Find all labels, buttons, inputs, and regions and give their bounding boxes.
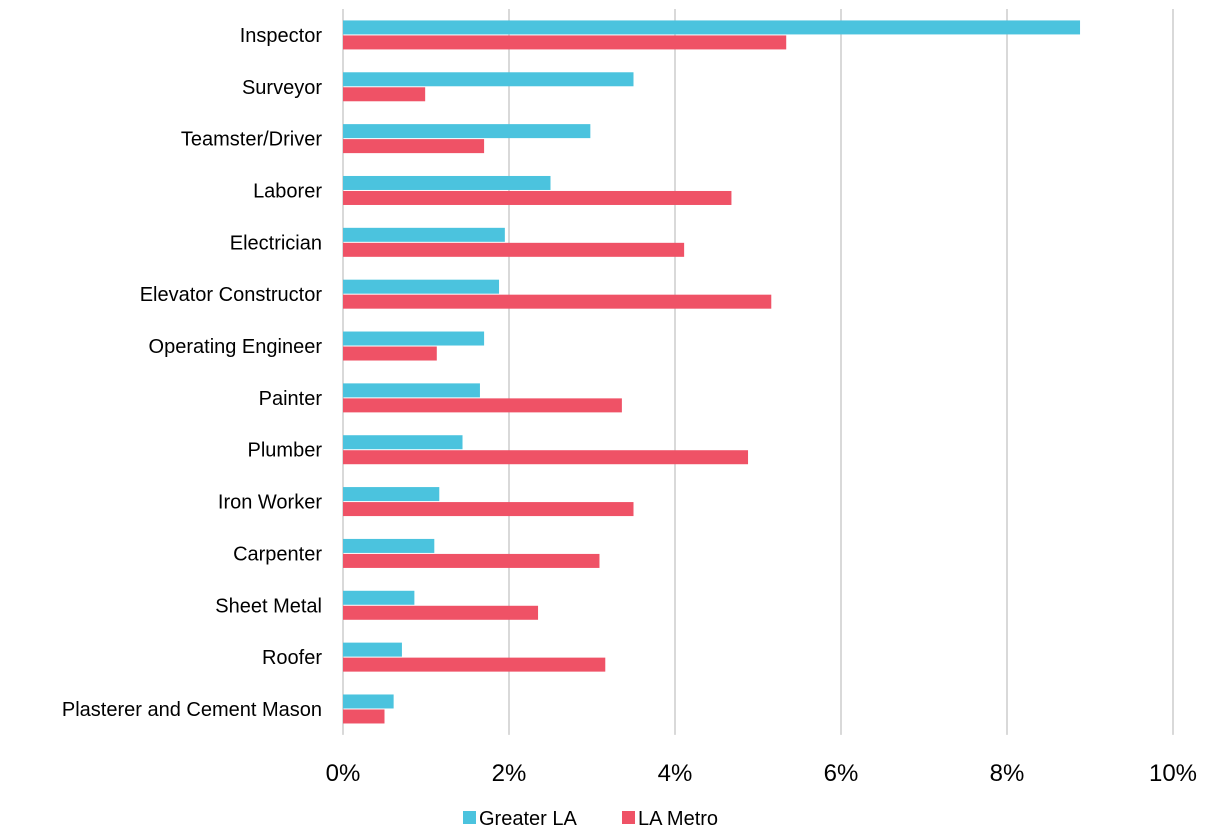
category-label: Inspector <box>240 25 323 47</box>
category-label: Plumber <box>248 440 323 462</box>
bar-la-metro <box>343 553 600 568</box>
bar-greater-la <box>343 72 634 87</box>
bar-greater-la <box>343 383 480 398</box>
category-label: Sheet Metal <box>215 595 322 617</box>
category-labels: Inspector Surveyor Teamster/Driver Laborer E… <box>62 25 322 721</box>
x-tick-label: 0% <box>326 760 361 787</box>
bar-greater-la <box>343 435 463 450</box>
x-tick-label: 10% <box>1149 760 1197 787</box>
x-tick-label: 2% <box>492 760 527 787</box>
category-label: Laborer <box>253 180 322 202</box>
bar-la-metro <box>343 346 437 361</box>
bars <box>343 20 1081 724</box>
category-label: Roofer <box>262 647 322 669</box>
legend-swatch <box>463 811 476 824</box>
bar-la-metro <box>343 398 622 413</box>
bar-la-metro <box>343 139 485 154</box>
bar-la-metro <box>343 450 749 465</box>
gridlines <box>342 9 1174 735</box>
category-label: Elevator Constructor <box>140 284 323 306</box>
category-label: Carpenter <box>233 543 322 565</box>
x-tick-label: 6% <box>824 760 859 787</box>
bar-greater-la <box>343 124 591 139</box>
bar-greater-la <box>343 642 402 657</box>
category-label: Teamster/Driver <box>181 129 322 151</box>
bar-greater-la <box>343 590 415 605</box>
bar-la-metro <box>343 502 634 517</box>
category-label: Operating Engineer <box>149 336 323 358</box>
bar-la-metro <box>343 190 732 205</box>
bar-greater-la <box>343 538 435 553</box>
bar-greater-la <box>343 175 551 190</box>
x-tick-labels: 0% 2% 4% 6% 8% 10% <box>326 760 1197 787</box>
bar-la-metro <box>343 605 539 620</box>
legend-label: LA Metro <box>638 808 718 830</box>
x-tick-label: 8% <box>990 760 1025 787</box>
bar-greater-la <box>343 227 505 242</box>
bar-la-metro <box>343 709 385 724</box>
legend-label: Greater LA <box>479 808 577 830</box>
bar-la-metro <box>343 87 426 102</box>
category-label: Plasterer and Cement Mason <box>62 699 322 721</box>
category-label: Painter <box>259 388 323 410</box>
x-tick-label: 4% <box>658 760 693 787</box>
bar-greater-la <box>343 694 394 709</box>
bar-greater-la <box>343 20 1081 35</box>
category-label: Iron Worker <box>218 492 322 514</box>
legend-swatch <box>622 811 635 824</box>
category-label: Surveyor <box>242 77 322 99</box>
bar-la-metro <box>343 657 606 672</box>
bar-greater-la <box>343 331 485 346</box>
bar-greater-la <box>343 279 500 294</box>
bar-la-metro <box>343 294 772 309</box>
bar-la-metro <box>343 35 787 50</box>
category-label: Electrician <box>230 232 322 254</box>
bar-la-metro <box>343 242 685 257</box>
bar-greater-la <box>343 487 440 502</box>
legend: Greater LA LA Metro <box>463 808 718 830</box>
